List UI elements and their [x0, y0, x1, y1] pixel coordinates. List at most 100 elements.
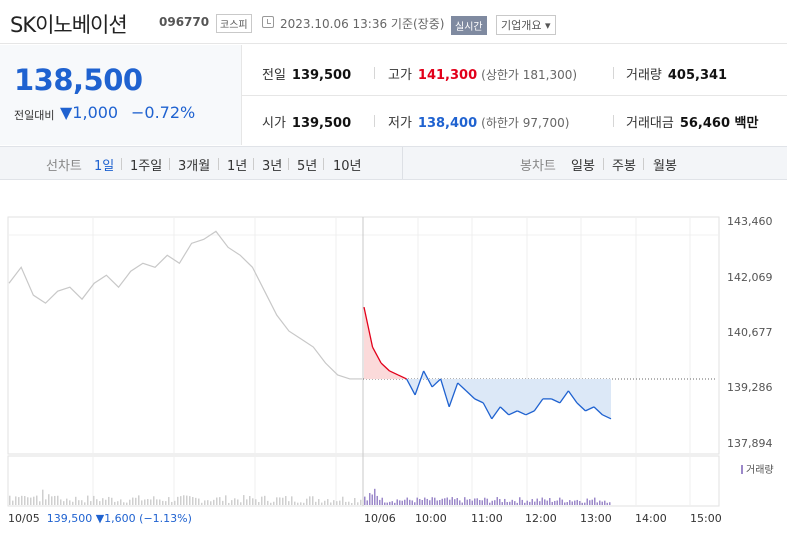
volume-bar	[177, 496, 179, 505]
y-tick: 142,069	[727, 271, 773, 284]
volume-bar	[539, 501, 541, 505]
volume-bar	[584, 502, 586, 505]
company-info-dropdown[interactable]: 기업개요 ▾	[496, 15, 556, 35]
x-tick: 10/06	[364, 512, 396, 525]
volume-bar	[345, 501, 347, 505]
market-badge: 코스피	[216, 14, 252, 33]
volume-bar	[114, 501, 116, 505]
volume-bar	[165, 501, 167, 505]
today-series-segment	[406, 378, 416, 396]
volume-bar	[339, 500, 341, 505]
tab-weekly[interactable]: 주봉	[612, 159, 636, 174]
change-label: 전일대비	[14, 109, 55, 122]
volume-bar	[461, 502, 463, 505]
volume-bar	[401, 500, 403, 505]
volume-bar	[406, 497, 408, 505]
volume-bar	[357, 502, 359, 505]
today-series-segment	[423, 370, 433, 388]
volume-bar	[421, 500, 423, 505]
tab-5y[interactable]: 5년	[297, 159, 318, 174]
volume-bar	[579, 501, 581, 505]
volume-bar	[207, 500, 209, 505]
today-series-segment	[397, 374, 407, 380]
today-series-segment	[414, 370, 425, 396]
volume-bar	[424, 497, 426, 505]
chart-canvas	[7, 216, 720, 507]
volume-bar	[156, 499, 158, 505]
volume-bar	[571, 501, 573, 505]
volume-bar	[549, 498, 551, 505]
volume-bar	[204, 500, 206, 505]
volume-bar	[117, 501, 119, 505]
volume-bar	[144, 499, 146, 505]
volume-bar	[414, 502, 416, 505]
tab-3y[interactable]: 3년	[262, 159, 283, 174]
volume-bar	[391, 501, 393, 505]
tab-3m[interactable]: 3개월	[178, 159, 211, 174]
volume-bar	[569, 500, 571, 505]
volume-bar	[396, 499, 398, 505]
volume-bar	[249, 496, 251, 505]
tab-1d[interactable]: 1일	[94, 159, 115, 174]
today-series-segment	[482, 402, 493, 420]
stat-volume: 거래량 405,341	[626, 68, 728, 83]
volume-bar	[454, 499, 456, 505]
volume-bar	[464, 497, 466, 505]
today-series-segment	[576, 402, 586, 412]
tab-1w[interactable]: 1주일	[130, 159, 163, 174]
volume-bar	[159, 499, 161, 505]
stat-low: 저가 138,400 (하한가 97,700)	[388, 116, 570, 131]
volume-bar	[474, 498, 476, 505]
volume-bar	[484, 497, 486, 505]
candle-chart-label: 봉차트	[520, 159, 556, 174]
volume-bar	[240, 502, 242, 505]
volume-bar	[481, 500, 483, 505]
volume-bar	[93, 495, 95, 505]
volume-bar	[294, 501, 296, 505]
volume-bar	[451, 497, 453, 505]
volume-bar	[87, 495, 89, 505]
volume-bar	[360, 499, 362, 505]
volume-bar	[126, 502, 128, 505]
volume-bar	[529, 501, 531, 505]
volume-bar	[449, 499, 451, 505]
volume-bar	[18, 497, 20, 505]
volume-bar	[201, 502, 203, 505]
stat-high: 고가 141,300 (상한가 181,300)	[388, 68, 578, 83]
volume-bar	[24, 496, 26, 505]
volume-bar	[69, 500, 71, 505]
realtime-button[interactable]: 실시간	[451, 16, 487, 35]
volume-bar	[231, 500, 233, 505]
volume-bar	[135, 497, 137, 505]
tab-daily[interactable]: 일봉	[571, 159, 595, 174]
volume-bar	[216, 497, 218, 505]
tab-monthly[interactable]: 월봉	[653, 159, 677, 174]
today-series-segment	[440, 378, 450, 408]
volume-bar	[195, 497, 197, 505]
tab-10y[interactable]: 10년	[333, 159, 362, 174]
volume-bar	[519, 497, 521, 505]
price-chart: 143,460 142,069 140,677 139,286 137,894 …	[0, 180, 787, 540]
volume-bar	[75, 496, 77, 505]
volume-bar	[574, 500, 576, 505]
stock-name: SK이노베이션	[10, 13, 128, 37]
volume-bar	[168, 497, 170, 505]
tab-1y[interactable]: 1년	[227, 159, 248, 174]
volume-bar	[312, 496, 314, 505]
today-series-segment	[533, 398, 544, 412]
volume-bar	[429, 500, 431, 505]
line-chart-label: 선차트	[46, 159, 82, 174]
y-tick: 139,286	[727, 381, 773, 394]
volume-bar	[51, 496, 53, 505]
volume-bar	[404, 499, 406, 505]
volume-bar	[526, 500, 528, 505]
volume-bar	[141, 500, 143, 505]
volume-bar	[581, 502, 583, 505]
volume-bar	[374, 488, 376, 505]
volume-bar	[39, 501, 41, 505]
volume-bar	[516, 502, 518, 505]
volume-bar	[384, 502, 386, 505]
volume-bar	[27, 497, 29, 505]
volume-bar	[606, 502, 608, 505]
volume-bar	[72, 501, 74, 505]
